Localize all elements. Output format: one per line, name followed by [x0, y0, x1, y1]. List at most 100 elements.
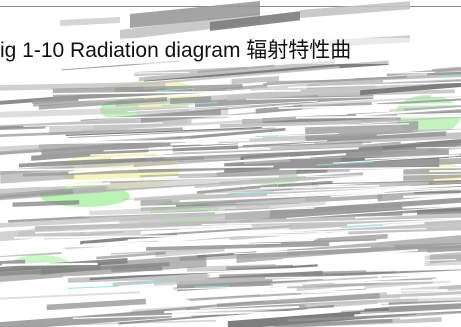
noise-streak: [80, 100, 320, 122]
noise-streak: [67, 285, 119, 289]
noise-streak: [227, 80, 461, 101]
noise-streak: [49, 204, 177, 211]
noise-streak: [118, 305, 334, 325]
noise-streak: [110, 147, 359, 160]
noise-streak: [201, 217, 461, 226]
noise-streak: [11, 66, 114, 76]
noise-streak: [279, 166, 461, 171]
noise-streak: [396, 112, 461, 116]
noise-streak: [354, 308, 461, 317]
noise-streak: [161, 101, 218, 107]
noise-streak: [197, 64, 275, 74]
noise-streak: [428, 180, 461, 185]
noise-streak: [293, 94, 461, 107]
noise-streak: [170, 96, 212, 105]
noise-streak: [360, 82, 461, 96]
noise-streak: [288, 81, 461, 89]
noise-streak: [305, 173, 461, 178]
noise-streak: [173, 279, 289, 291]
noise-streak: [122, 195, 217, 200]
noise-streak: [295, 272, 461, 279]
noise-streak: [255, 135, 278, 138]
noise-streak: [164, 305, 300, 314]
noise-streak: [219, 269, 397, 279]
noise-streak: [132, 141, 372, 152]
noise-streak: [0, 291, 140, 300]
noise-streak: [246, 96, 392, 100]
noise-streak: [300, 1, 410, 18]
noise-streak: [371, 291, 461, 300]
noise-streak: [314, 132, 461, 145]
noise-streak: [233, 246, 372, 255]
noise-streak: [0, 81, 166, 91]
noise-streak: [219, 120, 362, 128]
noise-streak: [349, 116, 461, 125]
noise-streak: [4, 114, 244, 121]
noise-streak: [153, 274, 302, 286]
noise-streak: [277, 180, 333, 188]
noise-streak: [171, 182, 398, 203]
noise-streak: [179, 191, 385, 203]
noise-streak: [248, 112, 348, 118]
noise-streak: [403, 166, 461, 181]
noise-streak: [72, 167, 297, 195]
noise-streak: [0, 254, 207, 283]
noise-streak: [400, 295, 461, 299]
noise-streak: [305, 121, 419, 139]
noise-streak: [256, 233, 388, 247]
noise-streak: [106, 133, 190, 138]
noise-streak: [23, 122, 163, 127]
noise-streak: [288, 183, 461, 196]
noise-streak: [412, 128, 461, 132]
noise-streak: [138, 60, 335, 82]
noise-streak: [137, 294, 207, 299]
noise-streak: [46, 298, 146, 311]
noise-streak: [0, 165, 274, 172]
noise-streak: [260, 184, 380, 189]
noise-streak: [185, 294, 261, 300]
noise-streak: [341, 224, 383, 229]
noise-streak: [429, 252, 461, 264]
noise-streak: [33, 84, 268, 107]
noise-streak: [347, 218, 461, 226]
noise-streak: [128, 280, 168, 285]
noise-streak: [200, 294, 461, 310]
noise-streak: [287, 245, 461, 255]
noise-streak: [130, 1, 260, 28]
caption-band: [0, 38, 461, 64]
noise-streak: [81, 116, 298, 132]
noise-streak: [287, 312, 461, 322]
noise-streak: [197, 251, 257, 258]
noise-streak: [35, 224, 251, 234]
noise-streak: [0, 251, 62, 257]
noise-streak: [416, 146, 461, 149]
noise-streak: [127, 100, 319, 113]
noise-streak: [63, 266, 331, 278]
noise-streak: [313, 142, 461, 161]
noise-streak: [403, 193, 461, 199]
noise-streak: [229, 191, 274, 195]
noise-streak: [81, 161, 153, 169]
noise-streak: [110, 249, 198, 255]
noise-streak: [413, 191, 461, 194]
noise-streak: [103, 140, 328, 152]
noise-streak: [78, 89, 274, 102]
noise-streak: [96, 251, 166, 260]
noise-streak: [122, 136, 263, 144]
noise-streak: [372, 157, 461, 168]
noise-streak: [438, 74, 461, 78]
noise-streak: [218, 289, 448, 295]
noise-streak: [196, 183, 277, 194]
noise-streak: [195, 285, 230, 288]
noise-streak: [68, 273, 208, 283]
noise-streak: [0, 185, 66, 195]
noise-streak: [90, 147, 271, 156]
noise-streak: [67, 127, 276, 139]
noise-streak: [0, 213, 185, 228]
noise-streak: [341, 259, 457, 264]
noise-streak: [143, 60, 389, 82]
noise-streak: [46, 71, 190, 75]
noise-streak: [272, 273, 461, 287]
noise-streak: [330, 188, 461, 198]
